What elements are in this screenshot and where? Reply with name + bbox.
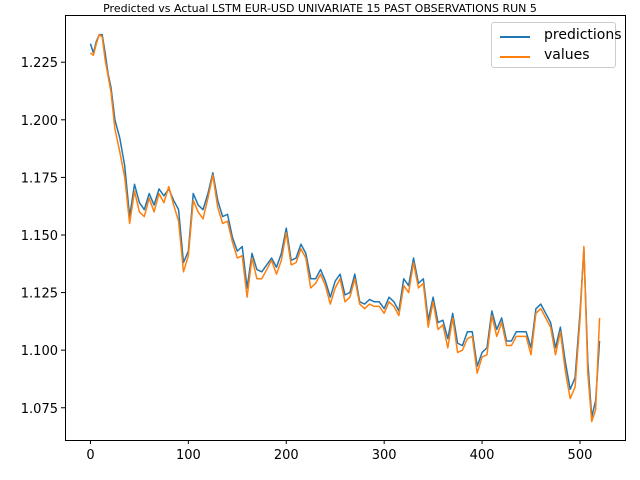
x-tick-label: 100 bbox=[176, 448, 201, 463]
legend-swatch-predictions bbox=[500, 36, 530, 38]
series-line-predictions bbox=[89, 33, 601, 418]
y-tick-label: 1.150 bbox=[21, 229, 58, 244]
y-axis: 1.075 1.100 1.125 1.150 1.175 1.200 1.225 bbox=[21, 56, 65, 417]
y-tick-label: 1.175 bbox=[21, 171, 58, 186]
x-axis: 0 100 200 300 400 500 bbox=[86, 440, 592, 463]
axes-frame bbox=[65, 15, 626, 441]
x-tick-label: 200 bbox=[274, 448, 299, 463]
legend-label-predictions: predictions bbox=[544, 27, 622, 43]
plot-lines bbox=[89, 33, 601, 423]
y-tick-label: 1.075 bbox=[21, 402, 58, 417]
x-tick-label: 400 bbox=[470, 448, 495, 463]
y-tick-label: 1.125 bbox=[21, 287, 58, 302]
x-tick-label: 300 bbox=[372, 448, 397, 463]
series-line-values bbox=[89, 33, 601, 423]
x-tick-label: 0 bbox=[86, 448, 94, 463]
y-tick-label: 1.100 bbox=[21, 344, 58, 359]
x-tick-label: 500 bbox=[568, 448, 593, 463]
y-tick-label: 1.225 bbox=[21, 56, 58, 71]
chart-title: Predicted vs Actual LSTM EUR-USD UNIVARI… bbox=[103, 2, 537, 15]
y-tick-label: 1.200 bbox=[21, 114, 58, 129]
legend: predictions values bbox=[491, 22, 622, 68]
legend-swatch-values bbox=[500, 56, 530, 58]
legend-label-values: values bbox=[544, 47, 590, 63]
